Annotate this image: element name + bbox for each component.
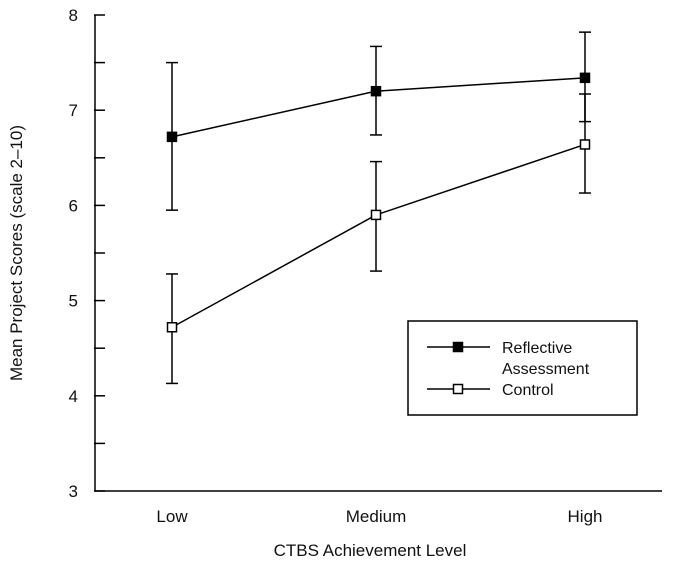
x-tick-label: Low (156, 507, 188, 526)
legend-label: Control (502, 382, 554, 399)
x-axis-title: CTBS Achievement Level (274, 541, 467, 560)
y-tick-label: 6 (69, 196, 78, 215)
x-tick-label: Medium (346, 507, 406, 526)
data-point-series-1 (579, 139, 591, 150)
legend-marker (452, 341, 464, 353)
legend-label-line: Reflective (502, 340, 572, 357)
data-point-series-0 (370, 85, 382, 97)
y-tick-label: 4 (69, 387, 78, 406)
legend: Reflective Assessment Control (407, 320, 638, 416)
data-point-series-1 (166, 322, 178, 333)
y-tick-label: 7 (69, 101, 78, 120)
legend-label-line: Assessment (502, 361, 590, 378)
series-line-1 (171, 143, 586, 328)
data-points (166, 72, 591, 333)
data-point-series-1 (370, 209, 382, 221)
series-lines (171, 77, 586, 328)
legend-label-line: Control (502, 382, 554, 399)
x-tick-label: High (568, 507, 603, 526)
y-axis-title: Mean Project Scores (scale 2–10) (7, 125, 26, 381)
axes: 3 4 5 6 7 8 Low Medium High (69, 6, 662, 526)
y-tick-label: 5 (69, 292, 78, 311)
y-tick-label: 8 (69, 6, 78, 25)
data-point-series-0 (166, 131, 178, 143)
legend-label: Reflective Assessment (502, 340, 590, 378)
y-tick-label: 3 (69, 482, 78, 501)
legend-box (407, 320, 638, 416)
data-point-series-0 (579, 72, 591, 84)
legend-marker (452, 383, 464, 395)
